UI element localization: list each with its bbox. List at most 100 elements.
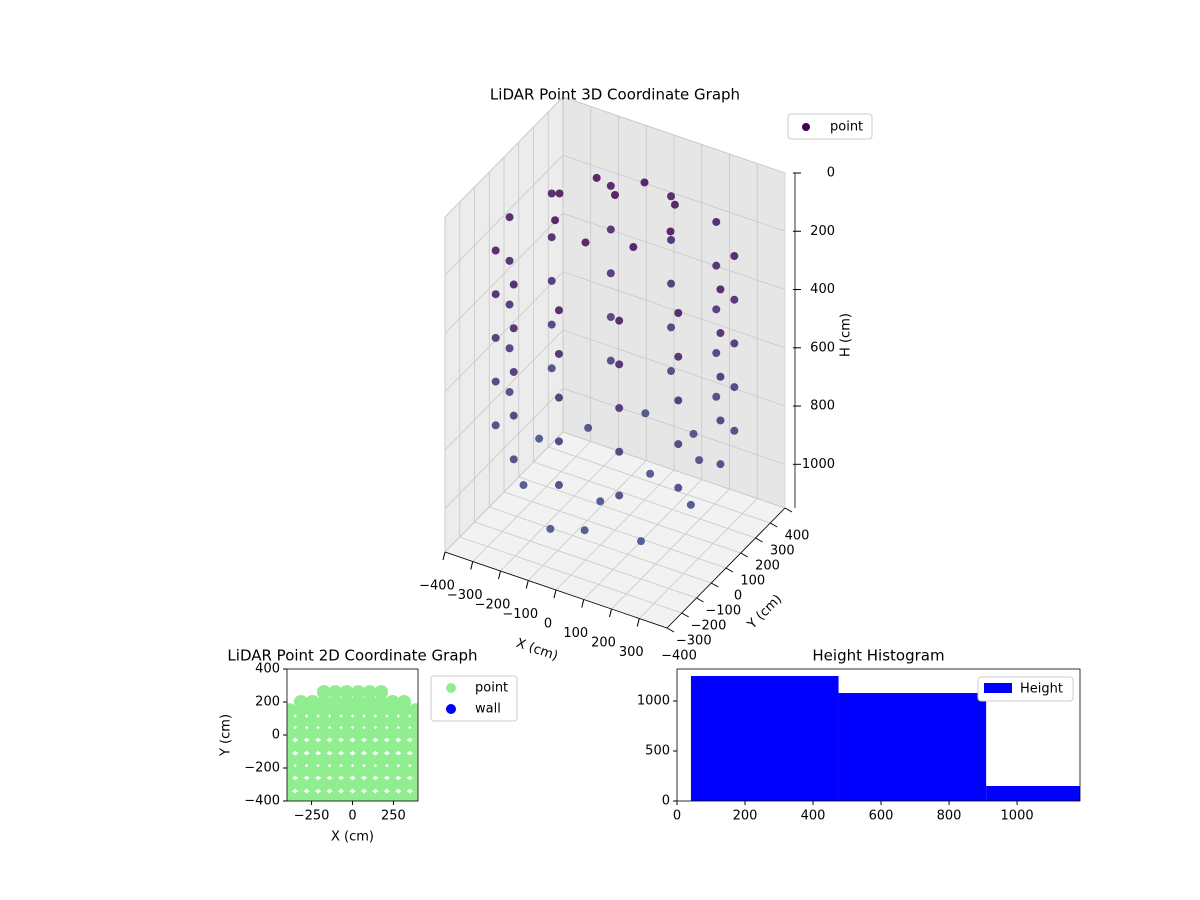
y-axis <box>666 507 786 629</box>
x-tick-label: 100 <box>563 626 588 641</box>
point <box>716 285 725 294</box>
plot-area <box>690 676 1080 801</box>
z-tick-label: 600 <box>810 340 835 355</box>
grid-line <box>444 154 786 276</box>
point <box>316 695 331 709</box>
point <box>351 752 366 767</box>
z-tick-label: 800 <box>810 399 835 414</box>
point <box>362 752 377 767</box>
point <box>615 316 624 325</box>
point <box>385 790 400 801</box>
point <box>351 777 366 792</box>
point <box>385 739 400 754</box>
point <box>328 695 343 709</box>
point <box>362 790 377 801</box>
point <box>362 695 377 709</box>
point <box>385 714 400 729</box>
point <box>374 777 389 792</box>
x-tick-label: 0 <box>544 617 552 632</box>
point <box>328 739 343 754</box>
point <box>293 777 308 792</box>
point <box>546 524 555 533</box>
y-tick <box>696 597 704 603</box>
point <box>287 752 297 767</box>
point <box>606 181 615 190</box>
point <box>491 377 500 386</box>
point <box>505 387 514 396</box>
point <box>712 261 721 270</box>
x-tick-label: 0 <box>348 809 356 824</box>
y-tick-label: 0 <box>272 728 280 743</box>
point <box>716 329 725 338</box>
x-tick-label: 200 <box>733 809 758 824</box>
point <box>686 500 695 509</box>
point <box>397 695 412 709</box>
point <box>316 685 331 700</box>
point <box>674 352 683 361</box>
point <box>374 726 389 741</box>
legend-marker <box>802 123 810 131</box>
point <box>505 213 514 222</box>
point <box>596 497 605 506</box>
point <box>554 437 563 446</box>
point <box>339 695 354 709</box>
x-tick-label: 800 <box>937 809 962 824</box>
point <box>551 216 560 225</box>
point <box>385 695 400 709</box>
point <box>374 695 389 709</box>
point <box>316 739 331 754</box>
point <box>339 739 354 754</box>
point <box>554 393 563 402</box>
point <box>328 764 343 779</box>
point <box>374 752 389 767</box>
point <box>328 726 343 741</box>
point <box>730 383 739 392</box>
point <box>667 192 676 201</box>
chart-title: LiDAR Point 2D Coordinate Graph <box>227 647 477 665</box>
grid-line <box>444 213 786 334</box>
point <box>351 685 366 700</box>
point <box>316 764 331 779</box>
point <box>374 685 389 700</box>
x-tick <box>553 589 557 599</box>
x-tick-label: 250 <box>381 809 406 824</box>
point <box>328 752 343 767</box>
point <box>547 276 556 285</box>
point <box>606 356 615 365</box>
point <box>293 764 308 779</box>
y-tick-label: 200 <box>255 695 280 710</box>
point <box>584 423 593 432</box>
point <box>611 191 619 199</box>
point <box>547 320 556 329</box>
point <box>581 238 590 247</box>
point <box>293 726 308 741</box>
point <box>615 404 624 413</box>
point <box>397 777 412 792</box>
grid-line <box>488 172 712 584</box>
y-tick-label: 400 <box>785 529 810 544</box>
bar <box>838 693 987 801</box>
point <box>640 178 649 187</box>
y-tick-label: 500 <box>645 744 670 759</box>
point <box>351 790 366 801</box>
legend-marker <box>446 704 456 714</box>
point <box>716 416 725 425</box>
legend-marker <box>446 683 456 693</box>
grid-line <box>474 187 697 599</box>
point <box>374 764 389 779</box>
y-tick-label: −200 <box>244 761 280 776</box>
point <box>509 411 518 420</box>
point <box>287 739 297 754</box>
grid-line <box>533 127 756 539</box>
point <box>667 235 676 244</box>
point <box>362 714 377 729</box>
point <box>667 367 676 376</box>
y-tick-label: 1000 <box>637 694 670 709</box>
y-tick-label: 400 <box>255 662 280 677</box>
point <box>730 295 739 304</box>
x-tick-label: 1000 <box>1001 809 1034 824</box>
point <box>328 685 343 700</box>
x-tick <box>498 570 501 580</box>
